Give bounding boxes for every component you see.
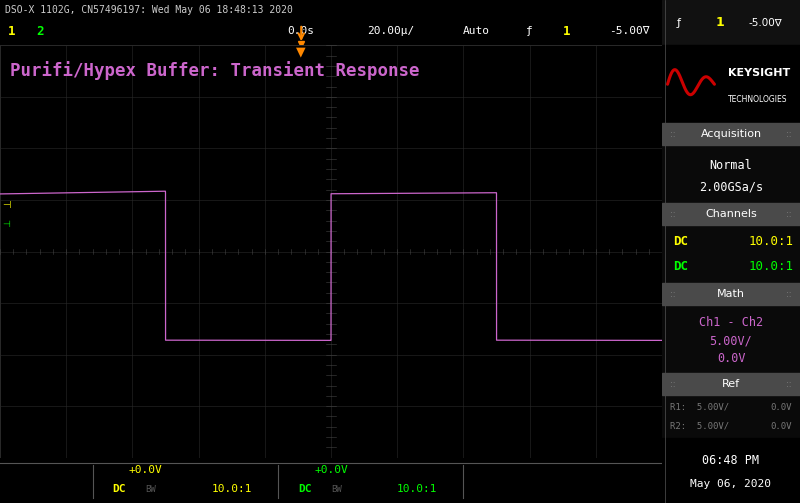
Text: 06:48 PM: 06:48 PM <box>702 454 759 467</box>
Bar <box>662 203 800 225</box>
Text: ƒ: ƒ <box>526 27 533 36</box>
Text: 0.0s: 0.0s <box>288 27 314 36</box>
Text: Channels: Channels <box>705 209 757 219</box>
Text: ⊣: ⊣ <box>2 220 10 229</box>
Text: -5.00∇: -5.00∇ <box>609 27 649 36</box>
Text: ::: :: <box>670 130 676 139</box>
Text: 10.0:1: 10.0:1 <box>748 261 793 274</box>
Text: 10.0:1: 10.0:1 <box>212 484 252 494</box>
Text: DC: DC <box>298 484 311 494</box>
Text: ::: :: <box>786 210 792 219</box>
Text: 1: 1 <box>715 16 724 29</box>
Bar <box>662 283 800 305</box>
Text: ▼: ▼ <box>296 45 306 58</box>
Bar <box>662 0 800 45</box>
Bar <box>662 305 800 373</box>
Text: 0.0V: 0.0V <box>770 403 792 412</box>
Text: R1:  5.00V/: R1: 5.00V/ <box>670 403 730 412</box>
Text: BW: BW <box>146 485 156 494</box>
Text: ::: :: <box>786 380 792 389</box>
Text: Purifi/Hypex Buffer: Transient Response: Purifi/Hypex Buffer: Transient Response <box>10 61 419 80</box>
Text: 5.00V/: 5.00V/ <box>710 334 752 347</box>
Text: DC: DC <box>113 484 126 494</box>
Text: ::: :: <box>670 380 676 389</box>
Text: 2.00GSa/s: 2.00GSa/s <box>699 180 763 193</box>
Text: 0.0V: 0.0V <box>717 352 746 365</box>
Text: DC: DC <box>673 235 688 248</box>
Text: 0.0V: 0.0V <box>770 422 792 431</box>
Text: Acquisition: Acquisition <box>701 129 762 139</box>
Bar <box>662 225 800 283</box>
Text: TECHNOLOGIES: TECHNOLOGIES <box>728 96 788 104</box>
Text: R2:  5.00V/: R2: 5.00V/ <box>670 422 730 431</box>
Bar <box>662 123 800 145</box>
Text: KEYSIGHT: KEYSIGHT <box>728 67 790 77</box>
Text: +0.0V: +0.0V <box>314 465 348 475</box>
Text: 1: 1 <box>8 25 15 38</box>
Text: Auto: Auto <box>463 27 490 36</box>
Text: ::: :: <box>670 290 676 299</box>
Text: 20.00µ/: 20.00µ/ <box>367 27 414 36</box>
Text: Math: Math <box>717 289 745 299</box>
Text: DSO-X 1102G, CN57496197: Wed May 06 18:48:13 2020: DSO-X 1102G, CN57496197: Wed May 06 18:4… <box>6 5 293 15</box>
Text: Ref: Ref <box>722 379 740 389</box>
Text: +0.0V: +0.0V <box>129 465 162 475</box>
Bar <box>662 395 800 438</box>
Text: Normal: Normal <box>710 159 752 172</box>
Bar <box>662 438 800 503</box>
Text: ⊣: ⊣ <box>2 200 10 210</box>
Text: ƒ: ƒ <box>677 18 681 28</box>
Text: 2: 2 <box>37 25 44 38</box>
Text: BW: BW <box>331 485 342 494</box>
Text: 10.0:1: 10.0:1 <box>748 235 793 248</box>
Text: Ch1 - Ch2: Ch1 - Ch2 <box>699 316 763 329</box>
Text: ::: :: <box>786 130 792 139</box>
Text: 10.0:1: 10.0:1 <box>397 484 438 494</box>
Bar <box>662 145 800 203</box>
Text: -5.00∇: -5.00∇ <box>749 18 782 28</box>
Text: ::: :: <box>670 210 676 219</box>
Text: 1: 1 <box>563 25 570 38</box>
Bar <box>662 373 800 395</box>
Text: May 06, 2020: May 06, 2020 <box>690 478 771 488</box>
Bar <box>662 45 800 123</box>
Text: ::: :: <box>786 290 792 299</box>
Text: DC: DC <box>673 261 688 274</box>
